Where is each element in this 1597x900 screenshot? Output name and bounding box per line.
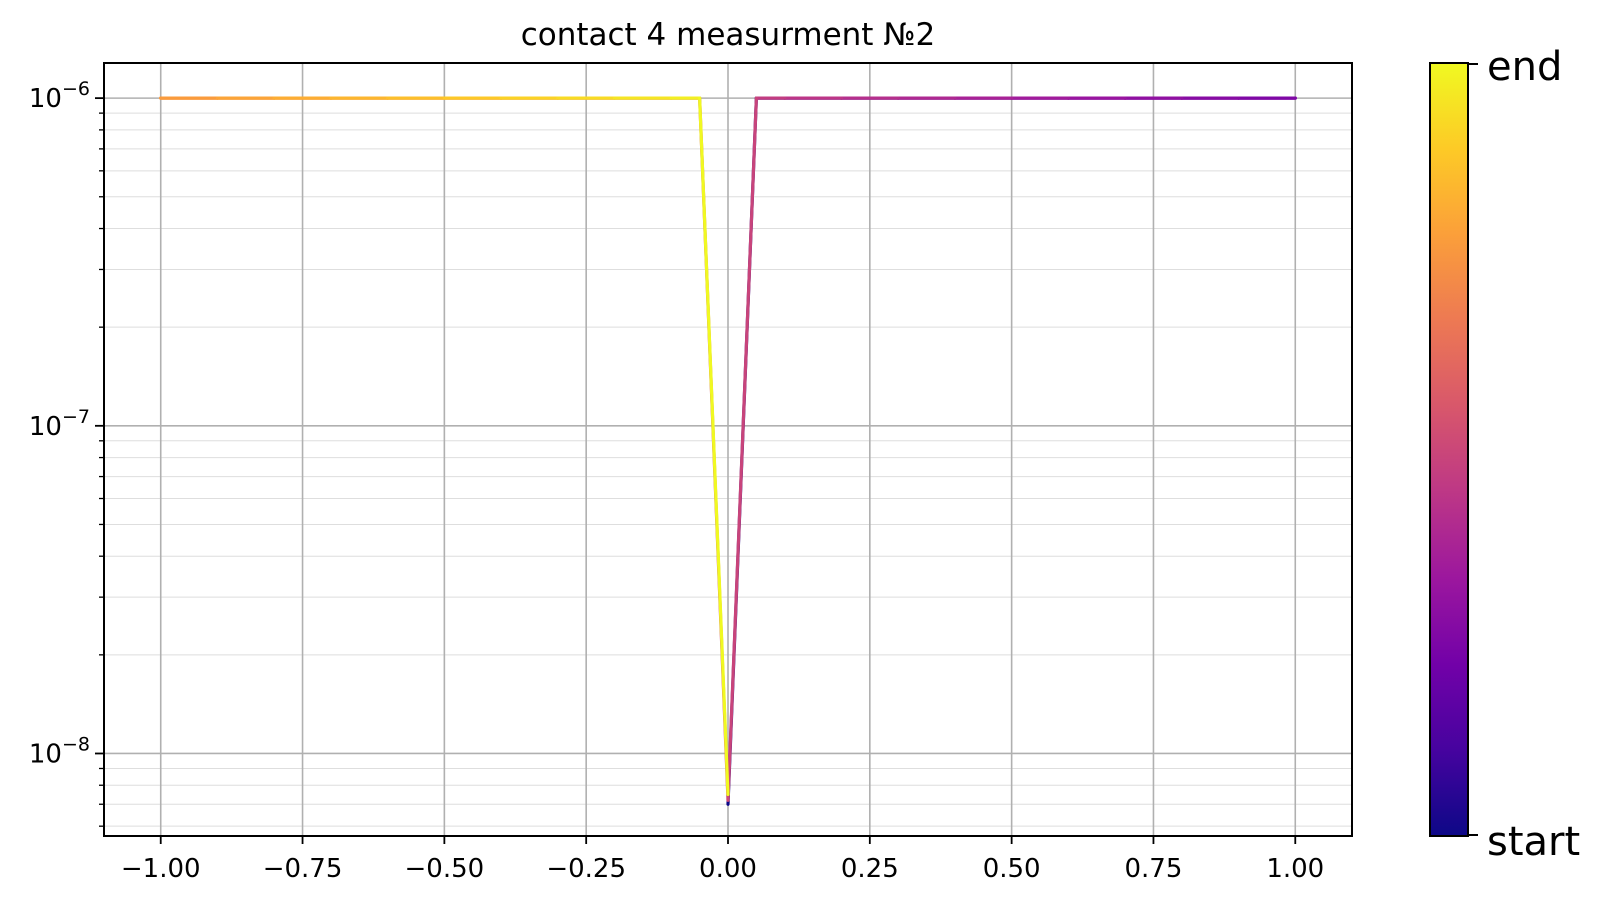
x-tick-label: −0.25: [546, 854, 626, 884]
x-tick-label: 0.25: [841, 854, 899, 884]
y-tick-label: 10−7: [29, 406, 90, 442]
x-tick-label: 0.75: [1125, 854, 1183, 884]
x-axis: −1.00 −0.75 −0.50 −0.25 0.00 0.25 0.50 0.75 1.00: [121, 836, 1324, 884]
colorbar-bar: [1429, 62, 1469, 837]
colorbar-start-label: start: [1487, 819, 1580, 865]
x-tick-label: −1.00: [121, 854, 201, 884]
chart-title: contact 4 measurment №2: [521, 17, 936, 53]
x-tick-label: 0.50: [983, 854, 1041, 884]
series-segment: [698, 96, 730, 797]
y-tick-label: 10−8: [29, 733, 90, 769]
y-tick-label: 10−6: [29, 78, 90, 114]
series-segment: [726, 96, 758, 802]
colorbar: end start: [1429, 44, 1580, 865]
x-tick-label: −0.50: [405, 854, 485, 884]
series-layer: [159, 96, 1297, 806]
x-tick-label: 0.00: [699, 854, 757, 884]
major-gridlines: [104, 63, 1352, 836]
y-axis: 10−8 10−7 10−6: [29, 78, 104, 827]
colorbar-end-label: end: [1487, 44, 1562, 90]
x-tick-label: −0.75: [263, 854, 343, 884]
x-tick-label: 1.00: [1266, 854, 1324, 884]
